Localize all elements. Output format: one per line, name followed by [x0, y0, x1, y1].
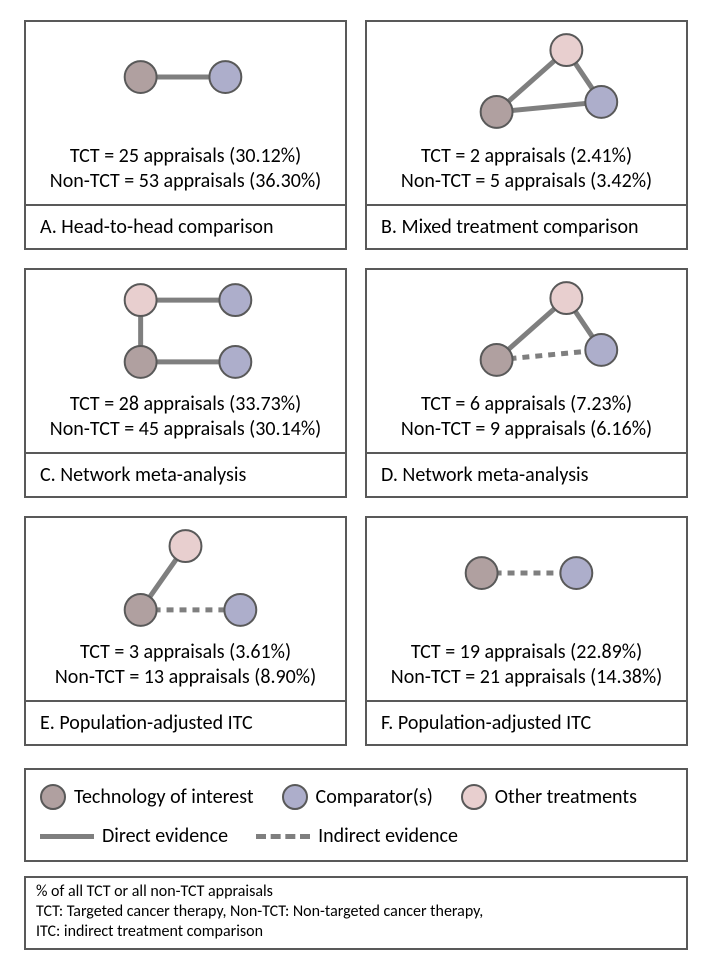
- legend-item-solid: Direct evidence: [40, 824, 228, 848]
- footnote-line: ITC: indirect treatment comparison: [36, 922, 676, 942]
- panel-letter: E.: [40, 711, 55, 735]
- legend-label: Indirect evidence: [318, 824, 458, 848]
- node-other: [125, 284, 157, 316]
- node-comp: [219, 284, 251, 316]
- node-other: [550, 34, 582, 66]
- diagram-area: [367, 22, 686, 142]
- legend-swatch-solid: [40, 834, 94, 839]
- node-comp: [560, 557, 592, 589]
- non-tct-line: Non-TCT = 53 appraisals (36.30%): [32, 169, 339, 194]
- legend-swatch-dashed: [256, 834, 310, 839]
- panel-title: Population-adjusted ITC: [59, 711, 252, 735]
- node-tech: [125, 346, 157, 378]
- node-comp: [224, 594, 256, 626]
- panel-letter: B.: [381, 215, 397, 239]
- tct-line: TCT = 2 appraisals (2.41%): [373, 144, 680, 169]
- panel-stats: TCT = 2 appraisals (2.41%)Non-TCT = 5 ap…: [367, 142, 686, 204]
- legend-item-dashed: Indirect evidence: [256, 824, 458, 848]
- legend-label: Direct evidence: [102, 824, 228, 848]
- legend-row-circles: Technology of interest Comparator(s) Other…: [40, 784, 672, 810]
- panel-stats: TCT = 25 appraisals (30.12%)Non-TCT = 53…: [26, 142, 345, 204]
- node-tech: [466, 557, 498, 589]
- panel-title: Head-to-head comparison: [61, 215, 273, 239]
- legend-swatch-tech: [40, 784, 66, 810]
- tct-line: TCT = 25 appraisals (30.12%): [32, 144, 339, 169]
- panel-letter: D.: [381, 463, 398, 487]
- node-other: [550, 282, 582, 314]
- node-comp: [585, 334, 617, 366]
- node-other: [170, 530, 202, 562]
- panel-f: TCT = 19 appraisals (22.89%)Non-TCT = 21…: [365, 516, 688, 746]
- diagram-area: [26, 22, 345, 142]
- footnote-line: % of all TCT or all non-TCT appraisals: [36, 882, 676, 902]
- tct-line: TCT = 19 appraisals (22.89%): [373, 640, 680, 665]
- panel-letter: F.: [381, 711, 393, 735]
- node-comp: [209, 61, 241, 93]
- legend-label: Technology of interest: [74, 785, 254, 809]
- diagram-area: [367, 270, 686, 390]
- panel-a: TCT = 25 appraisals (30.12%)Non-TCT = 53…: [24, 20, 347, 250]
- panel-letter: C.: [40, 463, 56, 487]
- node-tech: [481, 96, 513, 128]
- non-tct-line: Non-TCT = 21 appraisals (14.38%): [373, 665, 680, 690]
- panel-caption: B. Mixed treatment comparison: [367, 204, 686, 248]
- panel-caption: F. Population-adjusted ITC: [367, 700, 686, 744]
- panel-caption: D. Network meta-analysis: [367, 452, 686, 496]
- panel-title: Population-adjusted ITC: [398, 711, 591, 735]
- non-tct-line: Non-TCT = 13 appraisals (8.90%): [32, 665, 339, 690]
- tct-line: TCT = 3 appraisals (3.61%): [32, 640, 339, 665]
- panel-e: TCT = 3 appraisals (3.61%)Non-TCT = 13 a…: [24, 516, 347, 746]
- node-tech: [481, 344, 513, 376]
- legend-label: Other treatments: [495, 785, 637, 809]
- panel-title: Network meta-analysis: [402, 463, 588, 487]
- legend-item-tech: Technology of interest: [40, 784, 254, 810]
- non-tct-line: Non-TCT = 5 appraisals (3.42%): [373, 169, 680, 194]
- non-tct-line: Non-TCT = 9 appraisals (6.16%): [373, 417, 680, 442]
- node-tech: [125, 61, 157, 93]
- legend-item-other: Other treatments: [461, 784, 637, 810]
- panel-stats: TCT = 28 appraisals (33.73%)Non-TCT = 45…: [26, 390, 345, 452]
- node-comp: [219, 346, 251, 378]
- non-tct-line: Non-TCT = 45 appraisals (30.14%): [32, 417, 339, 442]
- panel-stats: TCT = 6 appraisals (7.23%)Non-TCT = 9 ap…: [367, 390, 686, 452]
- legend-item-comp: Comparator(s): [282, 784, 433, 810]
- legend-label: Comparator(s): [316, 785, 433, 809]
- legend-swatch-other: [461, 784, 487, 810]
- footnote-box: % of all TCT or all non-TCT appraisalsTC…: [24, 876, 688, 950]
- node-comp: [585, 86, 617, 118]
- panel-caption: A. Head-to-head comparison: [26, 204, 345, 248]
- legend-row-lines: Direct evidence Indirect evidence: [40, 824, 672, 848]
- node-tech: [125, 594, 157, 626]
- panel-c: TCT = 28 appraisals (33.73%)Non-TCT = 45…: [24, 268, 347, 498]
- diagram-area: [367, 518, 686, 638]
- panel-grid: TCT = 25 appraisals (30.12%)Non-TCT = 53…: [24, 20, 688, 746]
- diagram-area: [26, 518, 345, 638]
- legend-box: Technology of interest Comparator(s) Other…: [24, 768, 688, 862]
- panel-title: Network meta-analysis: [60, 463, 246, 487]
- panel-b: TCT = 2 appraisals (2.41%)Non-TCT = 5 ap…: [365, 20, 688, 250]
- panel-stats: TCT = 19 appraisals (22.89%)Non-TCT = 21…: [367, 638, 686, 700]
- panel-caption: C. Network meta-analysis: [26, 452, 345, 496]
- tct-line: TCT = 28 appraisals (33.73%): [32, 392, 339, 417]
- diagram-area: [26, 270, 345, 390]
- panel-d: TCT = 6 appraisals (7.23%)Non-TCT = 9 ap…: [365, 268, 688, 498]
- panel-title: Mixed treatment comparison: [401, 215, 638, 239]
- panel-letter: A.: [40, 215, 57, 239]
- panel-stats: TCT = 3 appraisals (3.61%)Non-TCT = 13 a…: [26, 638, 345, 700]
- footnote-line: TCT: Targeted cancer therapy, Non-TCT: N…: [36, 902, 676, 922]
- legend-swatch-comp: [282, 784, 308, 810]
- tct-line: TCT = 6 appraisals (7.23%): [373, 392, 680, 417]
- panel-caption: E. Population-adjusted ITC: [26, 700, 345, 744]
